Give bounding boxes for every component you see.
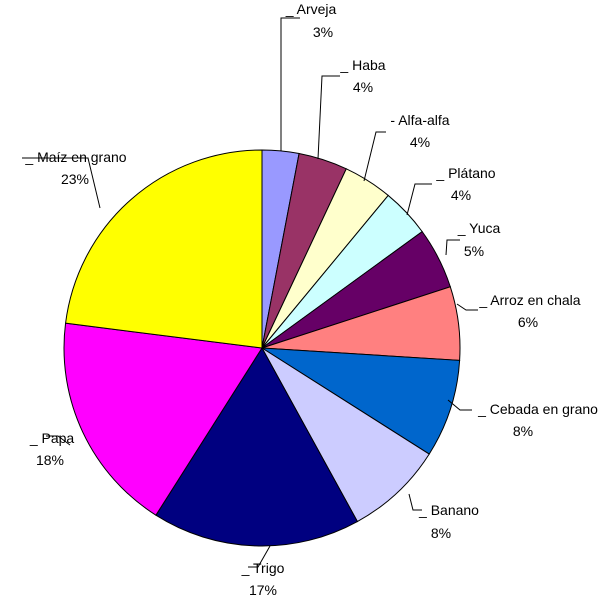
category-label-cebada-en-grano: _ Cebada en grano (477, 401, 598, 417)
percent-label-arroz-en-chala: 6% (518, 314, 538, 330)
leader-line-banano (408, 493, 422, 511)
category-label-arroz-en-chala: _ Arroz en chala (478, 292, 580, 308)
leader-line-arveja (280, 17, 300, 151)
slice-maiz-en-grano (65, 149, 263, 349)
category-label-arveja: _ Arveja (285, 1, 337, 17)
percent-label-cebada-en-grano: 8% (513, 423, 533, 439)
leader-line-trigo (248, 545, 271, 568)
leader-line-haba (317, 75, 340, 160)
leader-line-papa (46, 435, 71, 446)
percent-label-papa: 18% (36, 452, 64, 468)
slice-papa (63, 322, 263, 516)
percent-label-banano: 8% (431, 525, 451, 541)
leader-line-cebada-en-grano (447, 399, 472, 411)
category-label-papa: _ Papa (29, 430, 75, 446)
category-label-banano: _ Banano (418, 502, 479, 518)
percent-label-yuca: 5% (464, 243, 484, 259)
category-label-platano: _ Plátano (435, 165, 495, 181)
percent-label-platano: 4% (451, 187, 471, 203)
leader-line-platano (406, 183, 432, 216)
leader-lines (22, 17, 478, 568)
slice-trigo (155, 347, 359, 547)
category-label-trigo: _ Trigo (241, 560, 285, 576)
slice-cebada-en-grano (261, 347, 461, 455)
percent-label-trigo: 17% (249, 582, 277, 598)
percent-label-haba: 4% (353, 79, 373, 95)
leader-line-alfa-alfa (363, 131, 386, 182)
slice-labels: _ Arveja 3% _ Haba 4% - Alfa-alfa 4% _ Plátano… (24, 1, 598, 598)
category-label-haba: _ Haba (339, 57, 385, 73)
pie-slices (63, 149, 461, 547)
percent-label-arveja: 3% (313, 24, 333, 40)
leader-line-yuca (445, 239, 460, 256)
percent-label-alfa-alfa: 4% (410, 134, 430, 150)
percent-label-maiz-en-grano: 23% (61, 171, 89, 187)
slice-banano (261, 347, 430, 523)
category-label-maiz-en-grano: _ Maíz en grano (24, 149, 126, 165)
leader-line-arroz-en-chala (456, 303, 478, 311)
leader-line-maiz-en-grano (22, 157, 101, 209)
category-label-alfa-alfa: - Alfa-alfa (390, 112, 449, 128)
category-label-yuca: _ Yuca (457, 220, 501, 236)
